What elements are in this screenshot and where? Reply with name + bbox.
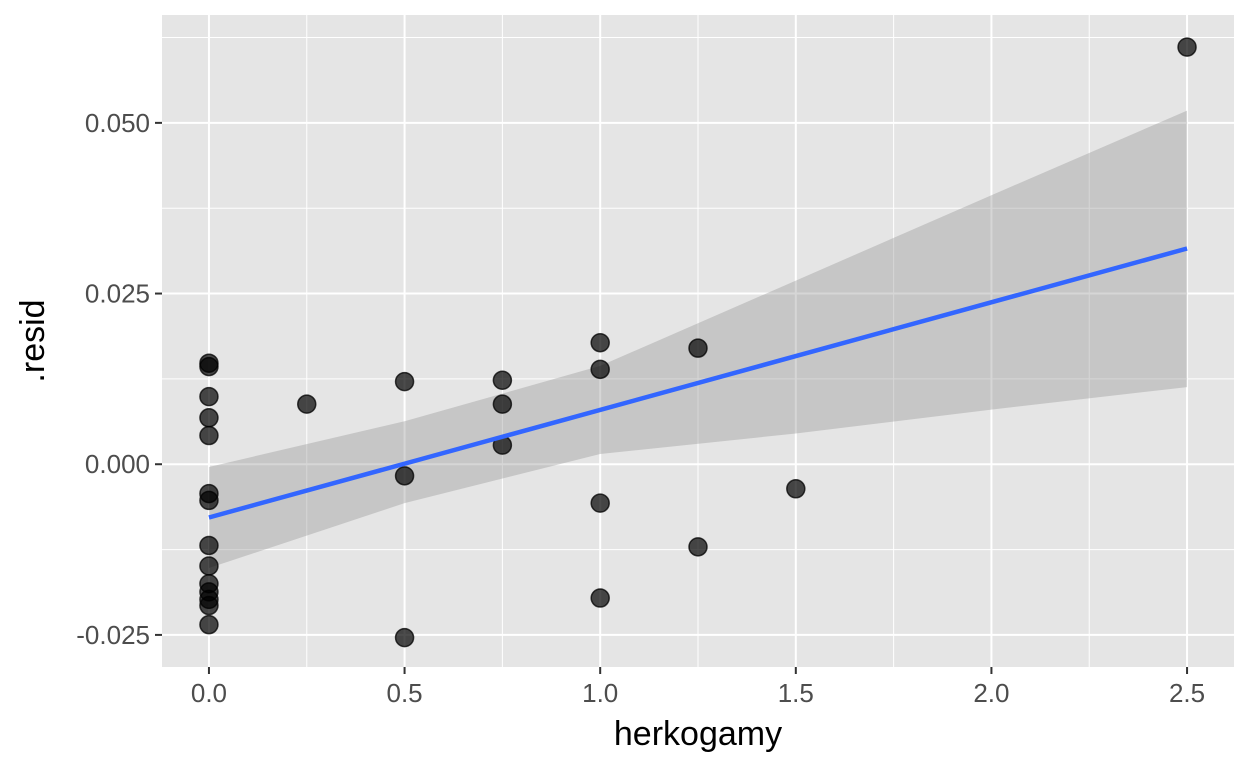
y-axis-title: .resid (14, 299, 52, 382)
data-point (492, 370, 513, 391)
data-point (590, 493, 610, 513)
data-point (199, 408, 219, 428)
y-tick-label: 0.050 (85, 108, 150, 138)
y-axis: -0.025 0.000 0.025 0.050 (76, 108, 162, 650)
data-point (786, 479, 806, 499)
data-point (199, 535, 219, 556)
data-point (199, 556, 219, 576)
x-axis: 0.0 0.5 1.0 1.5 2.0 2.5 (191, 667, 1205, 708)
x-axis-title: herkogamy (614, 715, 782, 753)
data-point (394, 466, 415, 486)
x-tick-label: 0.0 (191, 678, 227, 708)
data-point (590, 359, 610, 380)
data-point (688, 338, 708, 358)
data-point (394, 627, 415, 648)
data-point (199, 490, 219, 511)
x-tick-label: 1.5 (778, 678, 814, 708)
y-tick-label: 0.025 (85, 279, 150, 309)
data-point (199, 356, 219, 377)
data-point (297, 394, 317, 414)
data-point (199, 386, 219, 407)
x-tick-label: 1.0 (582, 678, 618, 708)
data-point (199, 425, 219, 446)
regression-line (208, 246, 1188, 520)
x-tick-label: 2.5 (1169, 678, 1205, 708)
data-point (1177, 37, 1197, 57)
data-point (492, 394, 513, 414)
data-point (394, 371, 415, 392)
x-tick-label: 0.5 (386, 678, 422, 708)
data-point (688, 537, 708, 557)
x-tick-label: 2.0 (973, 678, 1009, 708)
y-tick-label: -0.025 (76, 620, 150, 650)
data-point (199, 595, 219, 616)
y-tick-label: 0.000 (85, 449, 150, 479)
data-points (199, 37, 1197, 648)
data-point (590, 332, 610, 353)
data-point (199, 614, 219, 635)
data-point (590, 588, 610, 608)
